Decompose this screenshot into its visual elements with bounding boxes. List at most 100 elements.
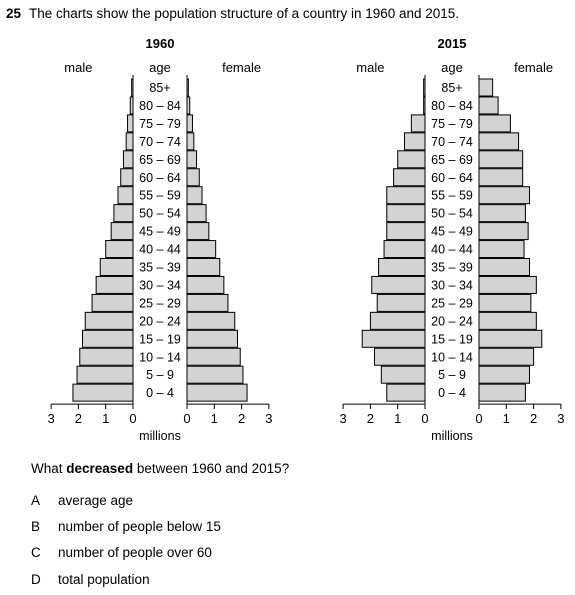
male-bar — [371, 275, 426, 294]
male-bar — [376, 293, 426, 312]
age-group-label: 55 – 59 — [139, 189, 181, 203]
age-group-label: 10 – 14 — [431, 350, 473, 364]
age-group-label: 5 – 9 — [146, 368, 174, 382]
female-bar — [186, 222, 210, 241]
question-text: The charts show the population structure… — [29, 6, 460, 21]
female-bar — [478, 96, 499, 115]
male-bar — [386, 204, 426, 223]
age-group-label: 50 – 54 — [431, 207, 473, 221]
female-bar — [478, 168, 524, 187]
male-bar — [84, 311, 134, 330]
age-group-label: 60 – 64 — [139, 171, 181, 185]
chart-title: 1960 — [146, 36, 175, 51]
age-group-label: 35 – 39 — [431, 261, 473, 275]
male-bar — [386, 222, 426, 241]
option-text: average age — [58, 493, 134, 508]
male-bar — [76, 365, 134, 384]
male-bar — [393, 168, 426, 187]
age-group-label: 40 – 44 — [431, 243, 473, 257]
female-bar — [186, 150, 198, 169]
female-bar — [478, 365, 531, 384]
female-bar — [478, 293, 532, 312]
female-bar — [186, 347, 241, 366]
age-group-label: 5 – 9 — [438, 368, 466, 382]
male-label: male — [356, 60, 384, 75]
female-bar — [186, 383, 248, 402]
male-tick-label: 0 — [421, 411, 428, 426]
male-bar — [378, 258, 426, 276]
chart-title: 2015 — [438, 36, 467, 51]
age-group-label: 50 – 54 — [139, 207, 181, 221]
age-group-label: 55 – 59 — [431, 189, 473, 203]
female-tick-label: 2 — [238, 411, 245, 426]
age-group-label: 10 – 14 — [139, 350, 181, 364]
option-letter: C — [31, 545, 41, 560]
age-group-label: 30 – 34 — [139, 278, 181, 292]
age-group-label: 80 – 84 — [139, 99, 181, 113]
x-axis-label: millions — [431, 429, 473, 443]
female-bar — [186, 114, 193, 133]
female-bar — [478, 275, 537, 294]
female-bar — [186, 204, 207, 223]
female-label: female — [514, 60, 553, 75]
pyramid-chart-1960: 1960 male age female 85+ 80 – 84 75 – 79 70 – 7… — [47, 36, 272, 443]
male-bar — [369, 311, 426, 330]
male-tick-label: 3 — [339, 411, 346, 426]
female-bar — [478, 311, 537, 330]
male-bar — [361, 329, 426, 348]
female-bar — [478, 222, 529, 241]
age-group-label: 65 – 69 — [431, 153, 473, 167]
male-bar — [386, 186, 426, 205]
age-group-label: 65 – 69 — [139, 153, 181, 167]
age-group-label: 75 – 79 — [139, 117, 181, 131]
male-bar — [117, 186, 134, 205]
age-label: age — [441, 60, 463, 75]
age-group-label: 85+ — [441, 81, 462, 95]
pyramid-chart-2015: 2015 male age female 85+ 80 – 84 75 – 79 70 – 7… — [339, 36, 564, 443]
female-tick-label: 1 — [503, 411, 510, 426]
male-bar — [91, 293, 134, 312]
male-tick-label: 0 — [129, 411, 136, 426]
female-bar — [186, 311, 236, 330]
age-group-label: 45 – 49 — [139, 225, 181, 239]
male-bar — [127, 114, 134, 133]
male-bar — [383, 240, 426, 259]
female-bar — [478, 204, 526, 223]
male-label: male — [64, 60, 92, 75]
age-group-label: 0 – 4 — [438, 386, 466, 400]
prompt-post: between 1960 and 2015? — [133, 461, 290, 476]
male-bar — [120, 168, 134, 187]
female-bar — [186, 132, 195, 151]
age-group-label: 15 – 19 — [431, 332, 473, 346]
age-group-label: 0 – 4 — [146, 386, 174, 400]
male-bar — [386, 383, 426, 402]
age-group-label: 70 – 74 — [139, 135, 181, 149]
option-letter: A — [31, 493, 41, 508]
question-number: 25 — [6, 6, 22, 21]
female-tick-label: 0 — [183, 411, 190, 426]
female-bar — [186, 258, 221, 276]
female-tick-label: 2 — [530, 411, 537, 426]
age-group-label: 20 – 24 — [139, 314, 181, 328]
male-tick-label: 2 — [367, 411, 374, 426]
age-label: age — [149, 60, 171, 75]
age-group-label: 40 – 44 — [139, 243, 181, 257]
female-tick-label: 3 — [265, 411, 272, 426]
male-tick-label: 1 — [394, 411, 401, 426]
female-bar — [186, 365, 244, 384]
female-bar — [186, 329, 239, 348]
female-bar — [478, 78, 494, 97]
age-group-label: 75 – 79 — [431, 117, 473, 131]
prompt-bold: decreased — [66, 461, 134, 476]
male-tick-label: 1 — [102, 411, 109, 426]
option-text: number of people below 15 — [58, 519, 221, 534]
age-group-label: 85+ — [149, 81, 170, 95]
female-bar — [186, 240, 217, 259]
question-line: 25 The charts show the population structu… — [6, 6, 459, 21]
female-bar — [478, 150, 524, 169]
age-group-label: 15 – 19 — [139, 332, 181, 346]
